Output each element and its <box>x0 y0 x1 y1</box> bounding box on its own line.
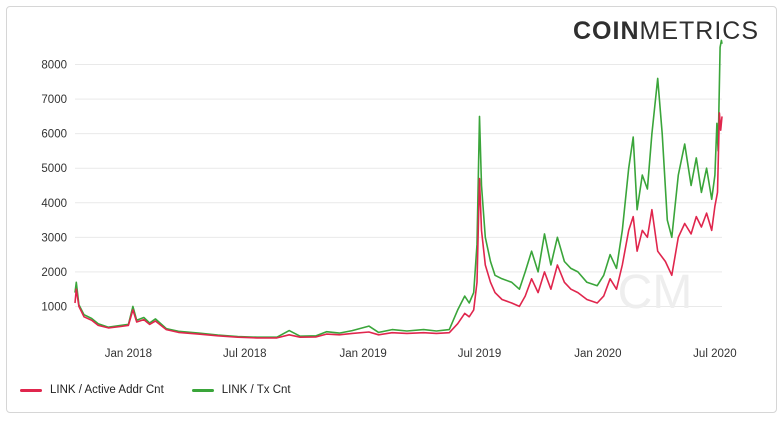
x-tick-label: Jul 2019 <box>458 348 501 360</box>
y-tick-label: 2000 <box>41 267 67 279</box>
chart-card <box>6 6 777 413</box>
grid-lines <box>75 64 722 307</box>
x-tick-label: Jul 2018 <box>223 348 266 360</box>
y-tick-label: 5000 <box>41 163 67 175</box>
logo-bold-text: COIN <box>573 17 640 45</box>
x-tick-label: Jan 2018 <box>105 348 152 360</box>
series-line-active-addr <box>74 112 723 339</box>
legend-swatch-active-addr <box>20 388 42 392</box>
y-tick-label: 7000 <box>41 94 67 106</box>
legend-swatch-tx-cnt <box>191 388 214 392</box>
x-tick-label: Jan 2020 <box>574 348 621 360</box>
legend-label-active-addr: LINK / Active Addr Cnt <box>50 384 164 396</box>
legend-label-tx-cnt: LINK / Tx Cnt <box>221 384 291 396</box>
legend: LINK / Active Addr Cnt LINK / Tx Cnt <box>20 384 319 396</box>
y-tick-label: 1000 <box>41 301 67 313</box>
legend-item-tx-cnt[interactable]: LINK / Tx Cnt <box>191 384 291 396</box>
series-lines <box>74 39 723 339</box>
y-tick-label: 3000 <box>41 232 67 244</box>
coinmetrics-logo: COINMETRICS <box>573 17 759 46</box>
y-axis-ticks: 1000 2000 3000 4000 5000 6000 7000 8000 <box>41 60 67 314</box>
y-tick-label: 6000 <box>41 129 67 141</box>
logo-light-text: METRICS <box>639 17 759 45</box>
y-tick-label: 8000 <box>41 60 67 72</box>
y-tick-label: 4000 <box>41 198 67 210</box>
x-axis-ticks: Jan 2018 Jul 2018 Jan 2019 Jul 2019 Jan 2020… <box>105 348 737 360</box>
watermark: CM <box>618 266 693 319</box>
x-tick-label: Jul 2020 <box>693 348 736 360</box>
legend-item-active-addr[interactable]: LINK / Active Addr Cnt <box>20 384 164 396</box>
x-tick-label: Jan 2019 <box>339 348 386 360</box>
